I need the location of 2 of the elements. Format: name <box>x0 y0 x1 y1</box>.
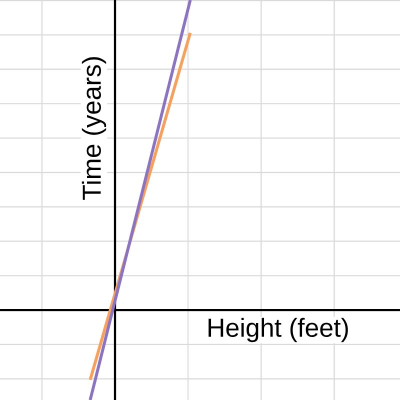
y-axis-title: Time (years) <box>82 57 106 200</box>
x-axis-title: Height (feet) <box>208 318 348 342</box>
